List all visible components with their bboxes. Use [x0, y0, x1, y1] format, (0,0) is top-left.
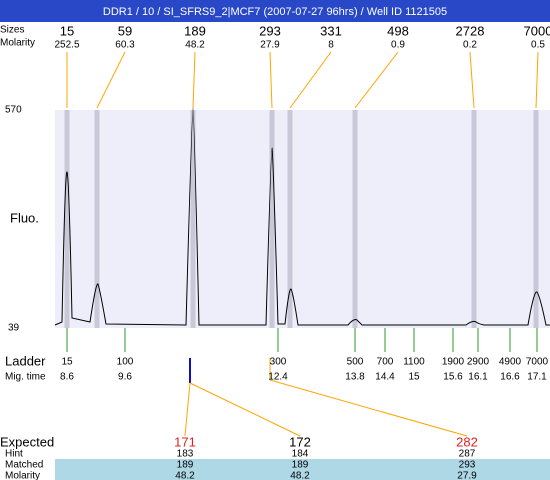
peak-molarity: 48.2 — [185, 40, 205, 51]
ladder-size: 1900 — [442, 357, 465, 368]
hint-size: 183 — [177, 449, 194, 460]
peak-connector — [469, 51, 475, 109]
ladder-size: 4900 — [499, 357, 522, 368]
peak-size: 498 — [387, 23, 409, 38]
hint-size: 287 — [459, 449, 476, 460]
expected-size: 171 — [174, 434, 196, 449]
ladder-size: 7000 — [526, 357, 549, 368]
peak-connector — [535, 51, 539, 109]
match-connector — [189, 382, 301, 437]
migration-time: 12.4 — [268, 372, 288, 383]
matched-molarity: 48.2 — [175, 471, 195, 480]
matched-molarity: 48.2 — [290, 471, 310, 480]
match-row-label: Expected — [0, 434, 54, 449]
migration-time: 8.6 — [60, 372, 74, 383]
y-max-label: 570 — [5, 105, 22, 116]
peak-size: 331 — [320, 23, 342, 38]
peak-connector — [192, 51, 196, 109]
trace — [54, 107, 550, 326]
peak-band — [94, 110, 100, 328]
y-axis-label: Fluo. — [10, 210, 39, 225]
ladder-size: 2900 — [467, 357, 490, 368]
matched-size: 189 — [292, 460, 309, 471]
expected-size: 172 — [289, 434, 311, 449]
peak-size: 59 — [118, 23, 132, 38]
peak-band — [287, 110, 293, 328]
migration-time: 14.4 — [375, 372, 395, 383]
peak-row-label: Molarity — [0, 38, 35, 49]
peak-size: 293 — [259, 23, 281, 38]
ladder-size: 500 — [347, 357, 364, 368]
peak-molarity: 0.2 — [463, 40, 477, 51]
match-row-label: Hint — [5, 449, 23, 460]
peak-molarity: 0.9 — [391, 40, 405, 51]
peak-connector — [269, 51, 273, 109]
ladder-size: 700 — [377, 357, 394, 368]
hint-size: 184 — [292, 449, 309, 460]
ladder-label: Ladder — [5, 353, 46, 368]
migration-time: 9.6 — [118, 372, 132, 383]
ladder-size: 300 — [270, 357, 287, 368]
migration-time: 17.1 — [527, 372, 547, 383]
migration-time: 15.6 — [443, 372, 463, 383]
match-row-label: Matched — [5, 460, 43, 471]
expected-size: 282 — [456, 434, 478, 449]
matched-molarity: 27.9 — [457, 471, 477, 480]
ladder-size: 100 — [117, 357, 134, 368]
ladder-size: 15 — [61, 357, 73, 368]
matched-size: 189 — [177, 460, 194, 471]
peak-row-label: Sizes — [0, 25, 24, 36]
matched-size: 293 — [459, 460, 476, 471]
match-row-label: Molarity — [5, 471, 40, 480]
peak-connector — [354, 51, 399, 109]
matched-highlight — [55, 459, 550, 480]
peak-molarity: 60.3 — [115, 40, 135, 51]
plot-area — [55, 110, 550, 328]
peak-size: 15 — [60, 23, 74, 38]
migration-time: 16.1 — [468, 372, 488, 383]
peak-size: 7000 — [524, 23, 550, 38]
peak-molarity: 27.9 — [260, 40, 280, 51]
peak-molarity: 252.5 — [54, 40, 79, 51]
peak-band — [352, 110, 358, 328]
peak-connector — [96, 51, 126, 109]
migration-time: 15 — [408, 372, 420, 383]
peak-band — [471, 110, 477, 328]
peak-band — [533, 110, 539, 328]
peak-band — [190, 110, 196, 328]
migration-time: 13.8 — [345, 372, 365, 383]
ladder-size: 1100 — [403, 357, 425, 368]
peak-band — [64, 110, 70, 328]
peak-molarity: 8 — [328, 40, 334, 51]
peak-size: 2728 — [456, 23, 485, 38]
title: DDR1 / 10 / SI_SFRS9_2|MCF7 (2007-07-27 … — [103, 6, 447, 18]
migration-time: 16.6 — [500, 372, 520, 383]
ladder-label: Mig. time — [5, 372, 46, 383]
match-connector — [269, 379, 468, 437]
peak-band — [269, 110, 275, 328]
peak-molarity: 0.5 — [531, 40, 545, 51]
match-connector — [184, 382, 191, 437]
y-min-label: 39 — [8, 323, 20, 334]
title-bar — [0, 0, 550, 22]
peak-connector — [289, 51, 332, 109]
peak-size: 189 — [184, 23, 206, 38]
